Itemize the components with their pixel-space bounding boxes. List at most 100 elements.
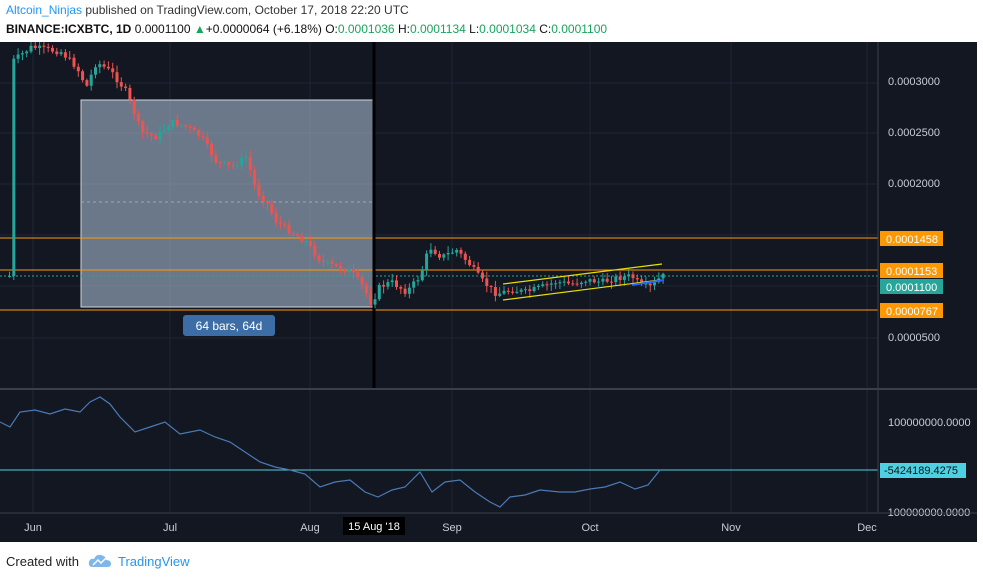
candle-body <box>42 45 46 47</box>
candle-body <box>51 47 54 52</box>
candle-body <box>72 57 76 67</box>
candle-body <box>369 293 373 305</box>
candle-body <box>210 143 214 156</box>
candle-body <box>218 162 222 164</box>
open-label: O: <box>325 22 338 36</box>
candle-body <box>274 212 278 223</box>
price-badge: 0.0001100 <box>886 282 937 294</box>
symbol-line: BINANCE:ICXBTC, 1D 0.0001100 ▲+0.0000064… <box>6 22 607 36</box>
candle-body <box>304 241 308 243</box>
candle-body <box>192 127 196 131</box>
candle-body <box>661 273 665 279</box>
indicator-tick: 100000000.0000 <box>888 417 971 429</box>
chart-canvas[interactable]: 64 bars, 64d 0.0003000 0.0002500 0.00020… <box>0 39 977 542</box>
symbol-name[interactable]: BINANCE:ICXBTC, 1D <box>6 22 132 36</box>
high-value: 0.0001134 <box>409 22 466 36</box>
candle-body <box>532 287 536 292</box>
price-tick: 0.0002500 <box>888 127 940 139</box>
candle-body <box>171 119 175 127</box>
tradingview-cloud-icon[interactable] <box>88 554 112 568</box>
candle-body <box>455 249 459 253</box>
channel-upper-line[interactable] <box>502 263 663 285</box>
candle-body <box>339 265 343 270</box>
measure-label: 64 bars, 64d <box>196 319 263 333</box>
price-axis[interactable]: 0.0003000 0.0002500 0.0002000 0.0000500 … <box>880 76 943 344</box>
time-axis[interactable]: Jun Jul Aug Sep Oct Nov Dec 15 Aug '18 <box>24 517 877 535</box>
candle-body <box>38 45 42 48</box>
candle-body <box>98 64 102 68</box>
candle-body <box>554 283 558 285</box>
price-badge-bg <box>880 303 943 318</box>
candle-body <box>81 71 85 81</box>
price-badge-bg <box>880 231 943 246</box>
candle-body <box>231 164 235 166</box>
candle-body <box>472 265 476 267</box>
candle-body <box>313 245 317 256</box>
candle-body <box>648 283 652 286</box>
candle-body <box>403 288 407 294</box>
candle-body <box>459 249 463 254</box>
candle-body <box>55 51 59 55</box>
price-tick: 0.0000500 <box>888 332 940 344</box>
candle-body <box>420 269 424 281</box>
candle-body <box>438 253 441 258</box>
candle-body <box>253 170 257 185</box>
candle-body <box>111 68 115 73</box>
close-label: C: <box>539 22 552 36</box>
candle-body <box>493 286 497 296</box>
low-label: L: <box>469 22 480 36</box>
candle-body <box>347 269 351 273</box>
candle-body <box>352 269 355 273</box>
indicator-axis[interactable]: 100000000.0000 -5424189.4275 -100000000.… <box>880 417 971 519</box>
candle-body <box>446 253 450 255</box>
price-tick: 0.0003000 <box>888 76 940 88</box>
low-value: 0.0001034 <box>479 22 536 36</box>
candle-body <box>102 64 106 67</box>
candle-body <box>124 86 128 88</box>
candle-body <box>571 283 575 285</box>
candle-body <box>248 157 252 171</box>
time-label: Oct <box>581 522 598 534</box>
tradingview-link[interactable]: TradingView <box>118 554 190 569</box>
chart-header: Altcoin_Ninjas published on TradingView.… <box>0 0 983 42</box>
blue-trend-line[interactable] <box>631 279 665 286</box>
candle-body <box>145 132 149 134</box>
channel-lower-line[interactable] <box>502 279 661 301</box>
candle-body <box>291 233 295 235</box>
candle-body <box>296 234 300 237</box>
candle-body <box>184 125 188 127</box>
candle-body <box>59 52 63 55</box>
candle-body <box>597 281 601 283</box>
candle-body <box>132 99 136 114</box>
candle-body <box>631 274 635 279</box>
candle-body <box>545 284 549 286</box>
time-label: Sep <box>442 522 462 534</box>
candle-body <box>395 280 398 288</box>
time-label: Dec <box>857 522 877 534</box>
candle-body <box>373 299 377 305</box>
candle-body <box>562 281 566 283</box>
candle-body <box>579 282 583 285</box>
candle-body <box>481 272 484 279</box>
chart-area[interactable]: 64 bars, 64d 0.0003000 0.0002500 0.00020… <box>0 39 977 542</box>
candle-body <box>188 126 192 128</box>
candle-body <box>119 82 123 87</box>
candle-body <box>343 269 347 273</box>
candle-body <box>158 131 162 140</box>
candle-body <box>128 87 132 100</box>
measure-box[interactable] <box>80 99 376 308</box>
time-label: Nov <box>721 522 741 534</box>
candle-body <box>223 162 226 164</box>
candle-body <box>536 285 540 288</box>
candle-body <box>94 67 97 75</box>
candle-body <box>33 45 37 48</box>
candle-body <box>278 222 282 225</box>
candle-body <box>407 287 411 294</box>
indicator-badge: -5424189.4275 <box>884 465 958 477</box>
author-link[interactable]: Altcoin_Ninjas <box>6 3 83 17</box>
publish-line: Altcoin_Ninjas published on TradingView.… <box>6 3 409 17</box>
candle-body <box>12 58 16 276</box>
candle-body <box>528 289 532 292</box>
candle-body <box>235 165 239 167</box>
candle-body <box>334 264 338 266</box>
